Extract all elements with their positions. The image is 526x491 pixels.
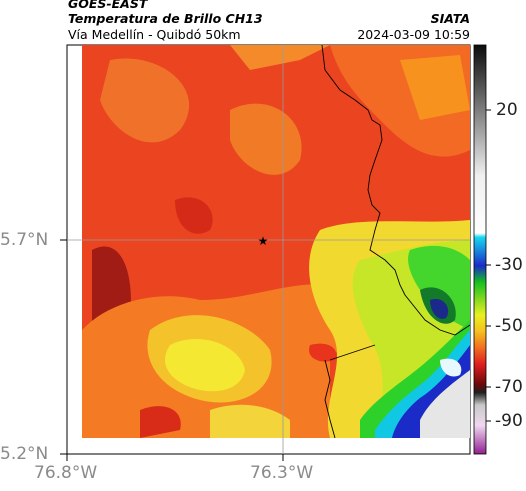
product-title: Temperatura de Brillo CH13 <box>68 11 263 26</box>
datetime-label: 2024-03-09 10:59 <box>357 27 470 42</box>
colorbar-tick-20: 20 <box>496 100 518 120</box>
colorbar-tick--90: -90 <box>495 411 523 431</box>
colorbar-tick--30: -30 <box>495 255 523 275</box>
region-label: Vía Medellín - Quibdó 50km <box>68 27 241 42</box>
brightness-field <box>82 45 470 438</box>
lat-label-5.7: 5.7°N <box>0 230 49 250</box>
lat-label-5.2: 5.2°N <box>0 444 49 464</box>
lon-label-76.3: 76.3°W <box>250 463 314 483</box>
lon-label-76.8: 76.8°W <box>34 463 98 483</box>
agency-label: SIATA <box>430 11 470 26</box>
colorbar-tick--70: -70 <box>495 377 523 397</box>
boundary-line <box>321 44 471 336</box>
colorbar <box>473 44 487 455</box>
satellite-source: GOES-EAST <box>68 0 148 11</box>
colorbar-tick--50: -50 <box>495 316 523 336</box>
station-star-icon: ★ <box>258 234 269 248</box>
